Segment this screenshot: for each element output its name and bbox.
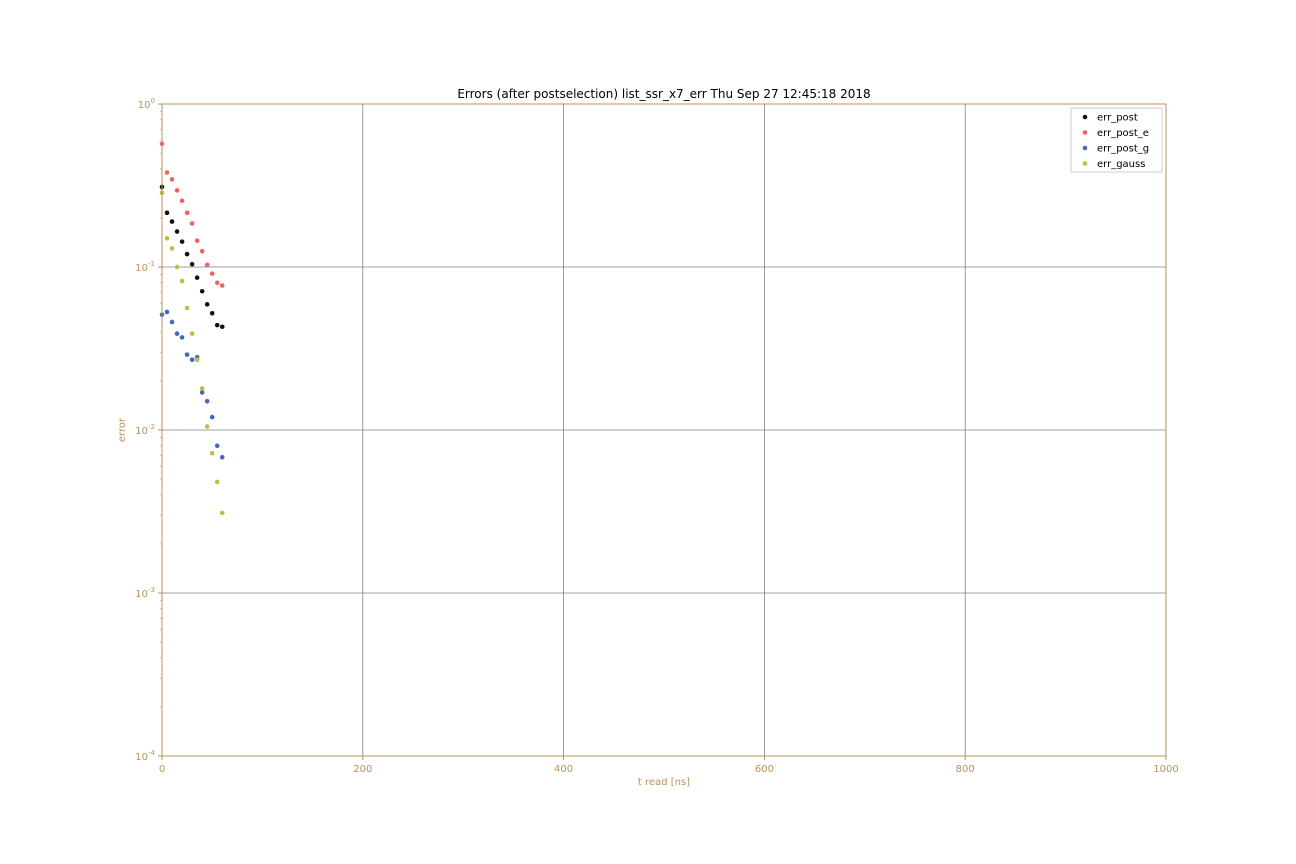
data-point-err_post_e: [209, 271, 215, 276]
data-point-err_post: [204, 302, 210, 307]
data-point-err_post_g: [204, 398, 210, 404]
data-point-err_post_g: [209, 414, 215, 420]
x-tick-label: 800: [956, 764, 975, 775]
legend-marker-err_post: [1082, 114, 1088, 120]
grid-lines: [162, 104, 1166, 756]
data-point-err_post: [194, 275, 200, 280]
data-point-err_post_e: [184, 210, 190, 216]
legend-label-err_post_g: err_post_g: [1097, 144, 1149, 155]
y-axis-label: error: [117, 417, 128, 442]
legend-marker-err_post_e: [1082, 130, 1088, 135]
data-point-err_gauss: [184, 305, 190, 311]
x-axis-label: t read [ns]: [638, 777, 690, 788]
data-point-err_gauss: [179, 278, 185, 284]
data-point-err_gauss: [204, 424, 210, 429]
data-point-err_post_e: [214, 280, 220, 286]
legend-label-err_gauss: err_gauss: [1097, 159, 1145, 170]
x-tick-label: 0: [159, 764, 165, 775]
legend-marker-err_post_g: [1082, 145, 1088, 151]
data-point-err_post_g: [199, 390, 205, 395]
data-point-err_gauss: [209, 450, 215, 456]
data-point-err_post_e: [169, 177, 175, 182]
y-tick-label: 10-4: [135, 749, 155, 763]
data-point-err_post: [209, 310, 215, 316]
data-point-err_gauss: [174, 264, 180, 270]
data-point-err_gauss: [219, 510, 225, 516]
data-point-err_post_g: [174, 331, 180, 336]
data-point-err_post_g: [189, 357, 195, 362]
data-point-err_gauss: [199, 386, 205, 391]
data-point-err_gauss: [194, 357, 200, 362]
y-tick-label: 10-3: [135, 586, 155, 600]
data-point-err_post: [219, 324, 225, 330]
data-point-err_post_e: [189, 221, 195, 226]
data-point-err_post_e: [179, 198, 185, 204]
x-tick-label: 600: [755, 764, 774, 775]
data-point-err_post: [179, 239, 185, 244]
data-point-err_post_g: [184, 352, 190, 357]
data-point-err_post_e: [204, 262, 210, 268]
x-tick-label: 200: [353, 764, 372, 775]
data-point-err_gauss: [164, 235, 170, 241]
legend-marker-err_gauss: [1082, 161, 1088, 166]
data-point-err_post: [199, 288, 205, 294]
y-tick-label: 10-1: [135, 260, 155, 274]
data-point-err_post: [174, 229, 180, 234]
data-point-err_post_g: [214, 443, 220, 449]
data-point-err_post_g: [169, 319, 175, 325]
data-point-err_post_e: [199, 248, 205, 254]
data-point-err_gauss: [169, 246, 175, 251]
data-point-err_gauss: [189, 331, 195, 336]
x-tick-label: 400: [554, 764, 573, 775]
legend-label-err_post_e: err_post_e: [1097, 128, 1149, 139]
data-point-err_post_e: [194, 238, 200, 243]
chart-title: Errors (after postselection) list_ssr_x7…: [457, 87, 870, 101]
data-point-err_post: [214, 322, 220, 328]
data-point-err_post_e: [164, 170, 170, 175]
data-point-err_post_g: [179, 335, 185, 340]
data-point-err_post_e: [174, 188, 180, 193]
axis-ticks: 0 200 400 600 800 1000 100 10-1 10-2 10-3 10-4: [135, 97, 1178, 775]
plot-area-frame: [161, 103, 1167, 757]
legend: err_post err_post_e err_post_g err_gauss: [1070, 107, 1163, 173]
data-point-err_post_g: [219, 455, 225, 460]
data-point-err_post_e: [219, 283, 225, 288]
x-tick-label: 1000: [1153, 764, 1178, 775]
data-point-err_gauss: [214, 479, 220, 485]
data-point-err_post: [164, 210, 170, 216]
data-points: [159, 141, 225, 516]
data-point-err_post: [189, 261, 195, 267]
y-tick-label: 10-2: [135, 423, 155, 437]
data-point-err_post: [169, 219, 175, 224]
legend-label-err_post: err_post: [1097, 113, 1138, 124]
data-point-err_post_g: [164, 309, 170, 315]
data-point-err_post: [184, 251, 190, 257]
y-tick-label: 100: [138, 97, 155, 111]
